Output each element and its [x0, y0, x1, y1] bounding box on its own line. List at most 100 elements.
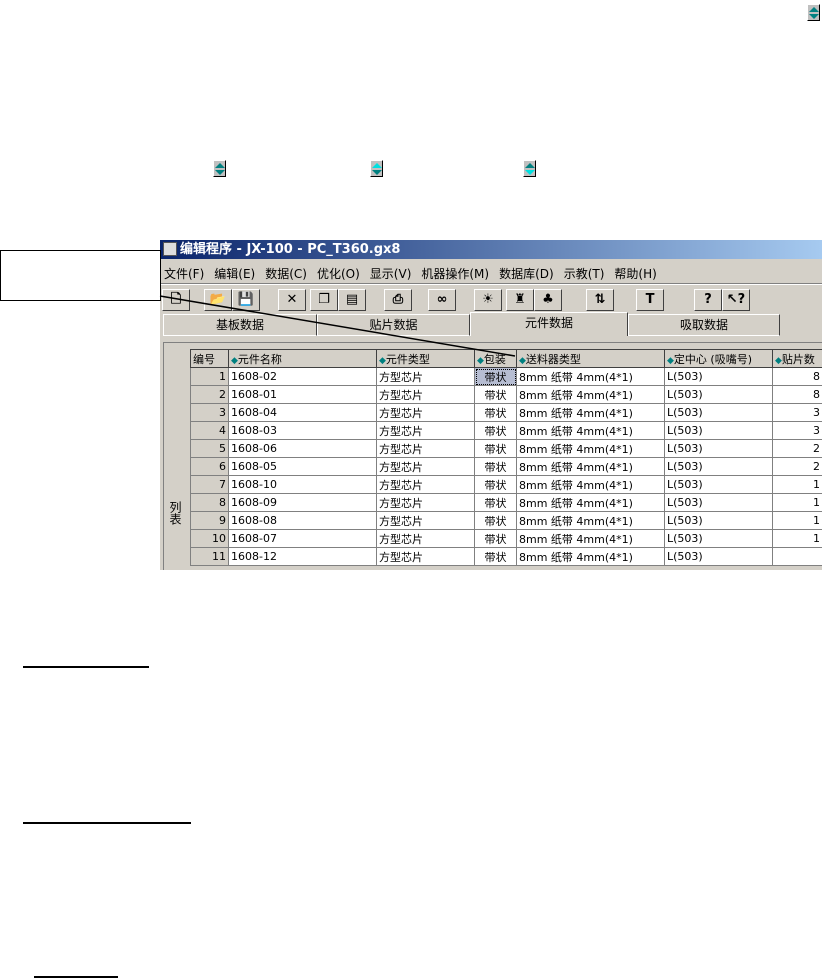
menu-item[interactable]: 优化(O): [316, 267, 360, 281]
table-cell[interactable]: 方型芯片: [376, 547, 475, 566]
help-button[interactable]: ?: [694, 289, 722, 311]
table-cell[interactable]: 1608-07: [228, 529, 377, 548]
menu-item[interactable]: 文件(F): [164, 267, 205, 281]
menu-item[interactable]: 机器操作(M): [421, 267, 490, 281]
table-cell[interactable]: 5: [190, 439, 229, 458]
components-button[interactable]: ♣: [534, 289, 562, 311]
table-cell[interactable]: L(503): [664, 511, 773, 530]
table-cell[interactable]: 9: [190, 511, 229, 530]
table-row[interactable]: 4 1608-03 方型芯片 带状 8mm 纸带 4mm(4*1) L(503) 3: [190, 421, 822, 440]
table-cell[interactable]: 1608-01: [228, 385, 377, 404]
table-cell[interactable]: 1: [772, 511, 822, 530]
table-cell[interactable]: 方型芯片: [376, 403, 475, 422]
paste-button[interactable]: ▤: [338, 289, 366, 311]
table-cell[interactable]: 8mm 纸带 4mm(4*1): [516, 457, 665, 476]
table-cell[interactable]: L(503): [664, 367, 773, 386]
delete-button[interactable]: ✕: [278, 289, 306, 311]
tab-4[interactable]: 吸取数据: [628, 314, 780, 336]
table-cell[interactable]: 8mm 纸带 4mm(4*1): [516, 529, 665, 548]
table-cell[interactable]: 8: [190, 493, 229, 512]
column-header-label: 定中心 (吸嘴号): [673, 352, 753, 366]
table-cell[interactable]: 方型芯片: [376, 457, 475, 476]
table-cell[interactable]: L(503): [664, 475, 773, 494]
menu-item[interactable]: 编辑(E): [214, 267, 256, 281]
menu-item[interactable]: 数据库(D): [499, 267, 554, 281]
copy-button[interactable]: ❐: [310, 289, 338, 311]
table-row[interactable]: 6 1608-05 方型芯片 带状 8mm 纸带 4mm(4*1) L(503) 2: [190, 457, 822, 476]
lightbulb-button[interactable]: ☀: [474, 289, 502, 311]
table-cell[interactable]: 2: [772, 439, 822, 458]
table-cell[interactable]: 带状: [474, 529, 517, 548]
table-cell[interactable]: 带状: [474, 403, 517, 422]
table-cell[interactable]: 方型芯片: [376, 439, 475, 458]
table-cell[interactable]: L(503): [664, 439, 773, 458]
table-cell[interactable]: 10: [190, 529, 229, 548]
menu-item[interactable]: 示教(T): [563, 267, 605, 281]
sort-descending-icon: [523, 160, 536, 177]
table-cell[interactable]: 8: [772, 367, 822, 386]
table-cell[interactable]: 8mm 纸带 4mm(4*1): [516, 547, 665, 566]
table-cell[interactable]: 带状: [474, 475, 517, 494]
table-cell[interactable]: 1: [190, 367, 229, 386]
nozzle-icon: ♜: [514, 292, 526, 307]
nozzle-button[interactable]: ♜: [506, 289, 534, 311]
table-cell[interactable]: 8mm 纸带 4mm(4*1): [516, 385, 665, 404]
underline-blank: [34, 976, 118, 978]
menu-item[interactable]: 帮助(H): [614, 267, 657, 281]
table-row[interactable]: 8 1608-09 方型芯片 带状 8mm 纸带 4mm(4*1) L(503) 1: [190, 493, 822, 512]
table-cell[interactable]: 带状: [474, 421, 517, 440]
table-cell[interactable]: 方型芯片: [376, 475, 475, 494]
table-cell[interactable]: 11: [190, 547, 229, 566]
print-button[interactable]: ⎙: [384, 289, 412, 311]
column-header[interactable]: ◆元件名称: [228, 349, 377, 368]
table-cell[interactable]: [772, 547, 822, 566]
table-cell[interactable]: 8mm 纸带 4mm(4*1): [516, 421, 665, 440]
table-cell[interactable]: 方型芯片: [376, 529, 475, 548]
menu-item[interactable]: 显示(V): [369, 267, 412, 281]
column-header[interactable]: ◆元件类型: [376, 349, 475, 368]
swap-button[interactable]: ⇅: [586, 289, 614, 311]
find-binoculars-icon: ∞: [436, 292, 448, 307]
table-cell[interactable]: 带状: [474, 439, 517, 458]
table-cell[interactable]: 方型芯片: [376, 385, 475, 404]
sort-icon: ◆: [667, 355, 674, 366]
new-file-button[interactable]: 🗋: [162, 289, 190, 311]
table-cell[interactable]: 8mm 纸带 4mm(4*1): [516, 403, 665, 422]
open-folder-button[interactable]: 📂: [204, 289, 232, 311]
text-button[interactable]: T: [636, 289, 664, 311]
sort-icon: ◆: [519, 355, 526, 366]
context-help-button[interactable]: ↖?: [722, 289, 750, 311]
table-cell[interactable]: L(503): [664, 403, 773, 422]
tab-3[interactable]: 元件数据: [470, 312, 628, 336]
find-binoculars-button[interactable]: ∞: [428, 289, 456, 311]
table-cell[interactable]: L(503): [664, 547, 773, 566]
table-row[interactable]: 11 1608-12 方型芯片 带状 8mm 纸带 4mm(4*1) L(503): [190, 547, 822, 566]
sort-icon: ◆: [379, 355, 386, 366]
menu-item[interactable]: 数据(C): [265, 267, 307, 281]
table-cell[interactable]: 8mm 纸带 4mm(4*1): [516, 475, 665, 494]
table-cell[interactable]: 1608-03: [228, 421, 377, 440]
table-cell[interactable]: 3: [190, 403, 229, 422]
table-row[interactable]: 10 1608-07 方型芯片 带状 8mm 纸带 4mm(4*1) L(503) 1: [190, 529, 822, 548]
table-cell[interactable]: 1608-05: [228, 457, 377, 476]
tab-1[interactable]: 基板数据: [163, 314, 317, 336]
table-cell[interactable]: 8mm 纸带 4mm(4*1): [516, 367, 665, 386]
table-cell[interactable]: 1608-04: [228, 403, 377, 422]
table-cell[interactable]: L(503): [664, 385, 773, 404]
table-cell[interactable]: 1608-12: [228, 547, 377, 566]
table-row[interactable]: 5 1608-06 方型芯片 带状 8mm 纸带 4mm(4*1) L(503) 2: [190, 439, 822, 458]
table-cell[interactable]: 带状: [474, 547, 517, 566]
table-cell[interactable]: 6: [190, 457, 229, 476]
components-icon: ♣: [542, 292, 554, 307]
column-header[interactable]: 编号: [190, 349, 229, 368]
table-cell[interactable]: 8mm 纸带 4mm(4*1): [516, 439, 665, 458]
table-row[interactable]: 7 1608-10 方型芯片 带状 8mm 纸带 4mm(4*1) L(503) 1: [190, 475, 822, 494]
table-cell[interactable]: L(503): [664, 493, 773, 512]
table-row[interactable]: 9 1608-08 方型芯片 带状 8mm 纸带 4mm(4*1) L(503) 1: [190, 511, 822, 530]
table-cell[interactable]: 1: [772, 529, 822, 548]
table-cell[interactable]: 方型芯片: [376, 511, 475, 530]
table-cell[interactable]: L(503): [664, 457, 773, 476]
table-row[interactable]: 2 1608-01 方型芯片 带状 8mm 纸带 4mm(4*1) L(503) 8: [190, 385, 822, 404]
sort-icon: ◆: [231, 355, 238, 366]
table-row[interactable]: 3 1608-04 方型芯片 带状 8mm 纸带 4mm(4*1) L(503) 3: [190, 403, 822, 422]
